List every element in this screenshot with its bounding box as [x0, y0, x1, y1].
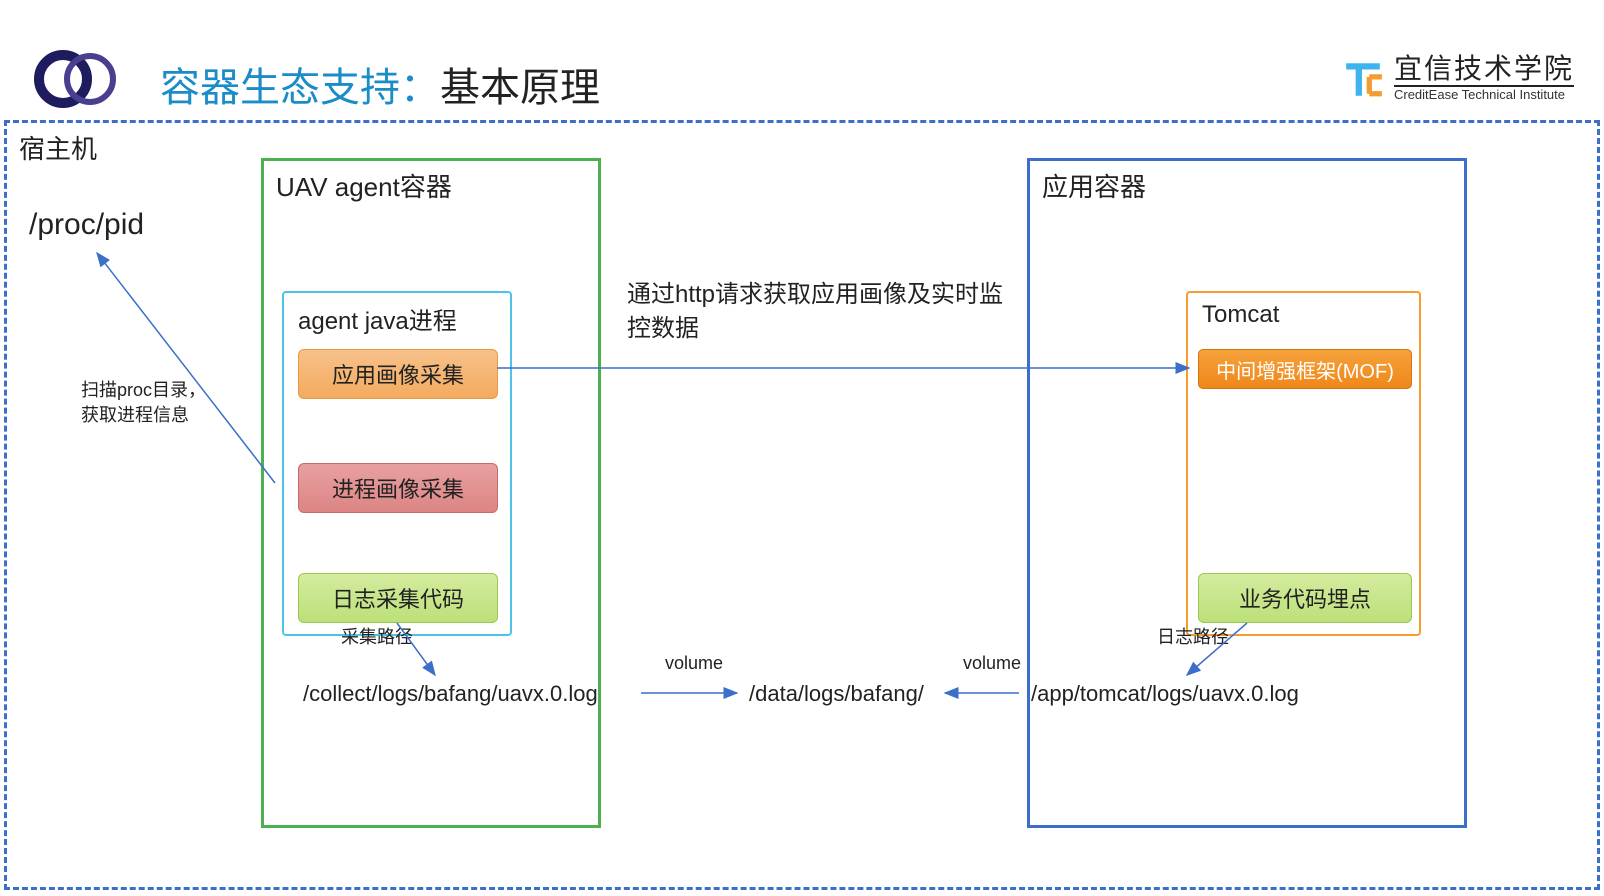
uav-label: UAV agent容器 [276, 167, 452, 204]
task-proc-image: 进程画像采集 [298, 463, 498, 513]
brand-icon [1342, 58, 1384, 100]
volume-label-1: volume [665, 653, 723, 674]
agent-box: agent java进程 应用画像采集 进程画像采集 日志采集代码 [282, 291, 512, 636]
path-app: /app/tomcat/logs/uavx.0.log [1031, 681, 1299, 707]
title-blue: 容器生态支持： [160, 66, 440, 110]
host-label: 宿主机 [19, 129, 97, 166]
brand-cn: 宜信技术学院 [1394, 55, 1574, 87]
scan-line2: 获取进程信息 [81, 405, 189, 425]
page-title: 容器生态支持：基本原理 [160, 55, 600, 113]
title-black: 基本原理 [440, 66, 600, 110]
logo-icon [20, 50, 130, 110]
scan-line1: 扫描proc目录， [81, 380, 206, 400]
http-label: 通过http请求获取应用画像及实时监 控数据 [627, 278, 1003, 345]
task-log-collect: 日志采集代码 [298, 573, 498, 623]
task-app-image: 应用画像采集 [298, 349, 498, 399]
path-collect: /collect/logs/bafang/uavx.0.log [303, 681, 598, 707]
host-box: 宿主机 /proc/pid 扫描proc目录， 获取进程信息 UAV agent… [4, 120, 1600, 890]
path-data: /data/logs/bafang/ [749, 681, 924, 707]
http-line1: 通过http请求获取应用画像及实时监 [627, 281, 1003, 308]
log-path-label: 日志路径 [1157, 623, 1229, 649]
collect-label: 采集路径 [341, 623, 413, 649]
agent-label: agent java进程 [298, 301, 457, 336]
brand: 宜信技术学院 CreditEase Technical Institute [1342, 55, 1574, 103]
uav-container: UAV agent容器 agent java进程 应用画像采集 进程画像采集 日… [261, 158, 601, 828]
header: 容器生态支持：基本原理 宜信技术学院 CreditEase Technical … [0, 25, 1604, 100]
scan-label: 扫描proc目录， 获取进程信息 [81, 378, 206, 428]
http-line2: 控数据 [627, 315, 699, 342]
tomcat-box: Tomcat 中间增强框架(MOF) 业务代码埋点 [1186, 291, 1421, 636]
volume-label-2: volume [963, 653, 1021, 674]
tomcat-label: Tomcat [1202, 301, 1279, 329]
mof-box: 中间增强框架(MOF) [1198, 349, 1412, 389]
brand-en: CreditEase Technical Institute [1394, 87, 1574, 103]
biz-box: 业务代码埋点 [1198, 573, 1412, 623]
app-container-label: 应用容器 [1042, 167, 1146, 204]
proc-pid-text: /proc/pid [29, 208, 144, 242]
app-container: 应用容器 Tomcat 中间增强框架(MOF) 业务代码埋点 [1027, 158, 1467, 828]
